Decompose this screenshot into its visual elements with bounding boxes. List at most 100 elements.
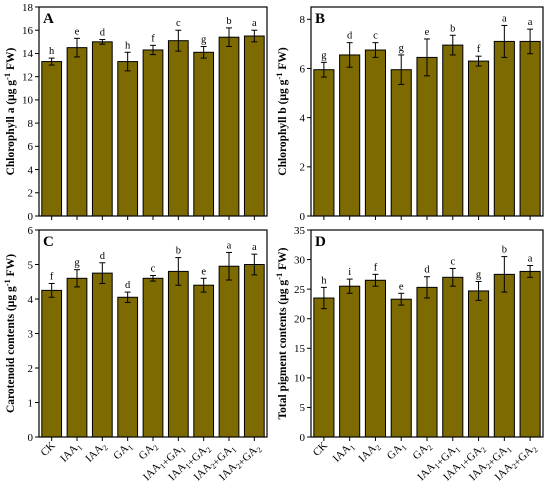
- y-axis-title-unit: FW): [5, 47, 17, 72]
- significance-label: g: [399, 43, 405, 54]
- y-tick-label: 20: [294, 314, 306, 326]
- bar-GA1: [117, 296, 139, 438]
- y-tick-label: 2: [300, 162, 306, 174]
- significance-label: e: [201, 266, 206, 277]
- significance-label: f: [477, 44, 481, 55]
- bar-CK: [41, 61, 63, 217]
- panel-letter: A: [43, 11, 54, 27]
- category-label-subscript: 1: [433, 462, 442, 471]
- category-label-subscript: 1: [75, 443, 84, 452]
- category-label: CK: [311, 440, 330, 459]
- y-tick-label: 25: [294, 284, 306, 296]
- bar-GA2: [416, 286, 438, 438]
- bar-IAA1+GA2: [468, 290, 490, 438]
- y-axis-title-unit: FW): [277, 247, 289, 272]
- y-tick-label: 0: [300, 211, 306, 223]
- category-label-subscript: 1: [179, 445, 188, 454]
- y-tick-label: 0: [28, 432, 34, 444]
- significance-label: d: [125, 280, 131, 291]
- panel-D: hCKiIAA1fIAA2eGA1dGA2cIAA1+GA1gIAA1+GA2b…: [274, 225, 544, 483]
- y-tick-label: 2: [28, 188, 34, 200]
- category-label-subscript: 1: [126, 443, 135, 452]
- significance-label: a: [528, 17, 533, 28]
- category-label: IAA1: [331, 440, 358, 467]
- category-label-subscript: 2: [374, 443, 383, 452]
- significance-label: a: [252, 242, 257, 253]
- y-tick-label: 14: [22, 48, 34, 60]
- bar-IAA1+GA1: [442, 44, 464, 217]
- y-axis-title-superscript: -1: [274, 73, 284, 80]
- bar-IAA2+GA1: [218, 265, 240, 438]
- significance-label: a: [227, 240, 232, 251]
- y-axis-title-main: Chlorophyll a (μg g: [5, 80, 17, 176]
- category-label-subscript: 2: [510, 462, 519, 471]
- significance-label: h: [49, 46, 55, 57]
- y-tick-label: 30: [294, 254, 306, 266]
- category-label-subscript: 1: [453, 445, 462, 454]
- category-label-subscript: 2: [479, 445, 488, 454]
- bar-IAA2+GA2: [243, 264, 265, 438]
- bar-CK: [41, 289, 63, 438]
- bar-GA1: [390, 69, 412, 217]
- significance-label: c: [151, 264, 156, 275]
- bar-IAA1: [339, 285, 361, 438]
- y-axis-title: Chlorophyll b (μg g-1 FW): [274, 47, 289, 176]
- y-axis-title-superscript: -1: [2, 279, 12, 286]
- significance-label: e: [75, 26, 80, 37]
- category-label-subscript: 1: [158, 462, 167, 471]
- y-tick-label: 15: [294, 343, 306, 355]
- significance-label: b: [502, 245, 507, 256]
- y-tick-label: 8: [28, 118, 34, 130]
- category-label-subscript: 1: [184, 462, 193, 471]
- y-tick-label: 6: [28, 141, 34, 153]
- category-label-subscript: 1: [229, 445, 238, 454]
- bar-IAA2+GA1: [493, 40, 515, 217]
- significance-label: a: [502, 13, 507, 24]
- y-tick-label: 6: [28, 225, 34, 237]
- category-label-subscript: 2: [255, 445, 264, 454]
- bar-GA1: [390, 298, 412, 438]
- panel-letter: C: [43, 234, 54, 250]
- y-tick-label: 1: [28, 397, 34, 409]
- category-label: GA1: [385, 440, 409, 464]
- category-label-subscript: 1: [348, 443, 357, 452]
- significance-label: b: [450, 23, 455, 34]
- bar-IAA1: [339, 54, 361, 217]
- significance-label: e: [425, 27, 430, 38]
- bar-IAA1+GA1: [167, 40, 189, 217]
- significance-label: g: [201, 34, 207, 45]
- category-label-subscript: 1: [400, 443, 409, 452]
- category-label: GA2: [411, 440, 435, 464]
- y-tick-label: 18: [22, 2, 34, 14]
- y-axis-title-main: Chlorophyll b (μg g: [277, 79, 289, 175]
- y-axis-title-superscript: -1: [274, 273, 284, 280]
- category-label-subscript: 2: [425, 443, 434, 452]
- bar-IAA2+GA2: [519, 40, 541, 217]
- category-label: IAA1: [58, 440, 85, 467]
- y-tick-label: 5: [28, 259, 34, 271]
- bar-IAA2: [364, 49, 387, 217]
- significance-label: f: [374, 262, 378, 273]
- significance-label: g: [321, 50, 327, 61]
- y-axis-title: Total pigment contents (μg g-1 FW): [274, 247, 289, 419]
- y-tick-label: 0: [300, 432, 306, 444]
- y-axis-title-unit: FW): [5, 254, 17, 279]
- category-label-subscript: 2: [101, 443, 110, 452]
- y-tick-label: 16: [22, 25, 34, 37]
- bar-IAA2+GA2: [243, 35, 265, 217]
- significance-label: e: [399, 281, 404, 292]
- category-label-subscript: 2: [234, 462, 243, 471]
- bar-IAA1: [66, 47, 88, 217]
- panel-A: h e d h f c g b a 0 2 4 6 8 10 12 14 16 18 A Chlorophyll a (…: [2, 2, 268, 223]
- significance-label: h: [321, 275, 327, 286]
- significance-label: a: [252, 18, 257, 29]
- category-label: IAA2: [356, 440, 383, 467]
- panel-letter: D: [315, 234, 326, 250]
- y-tick-label: 5: [300, 402, 306, 414]
- bar-GA2: [142, 277, 164, 438]
- bar-IAA1+GA2: [193, 284, 215, 438]
- panel-letter: B: [315, 11, 325, 27]
- bar-IAA2+GA1: [218, 36, 240, 217]
- y-axis-title-main: Carotenoid contents (μg g: [5, 286, 17, 413]
